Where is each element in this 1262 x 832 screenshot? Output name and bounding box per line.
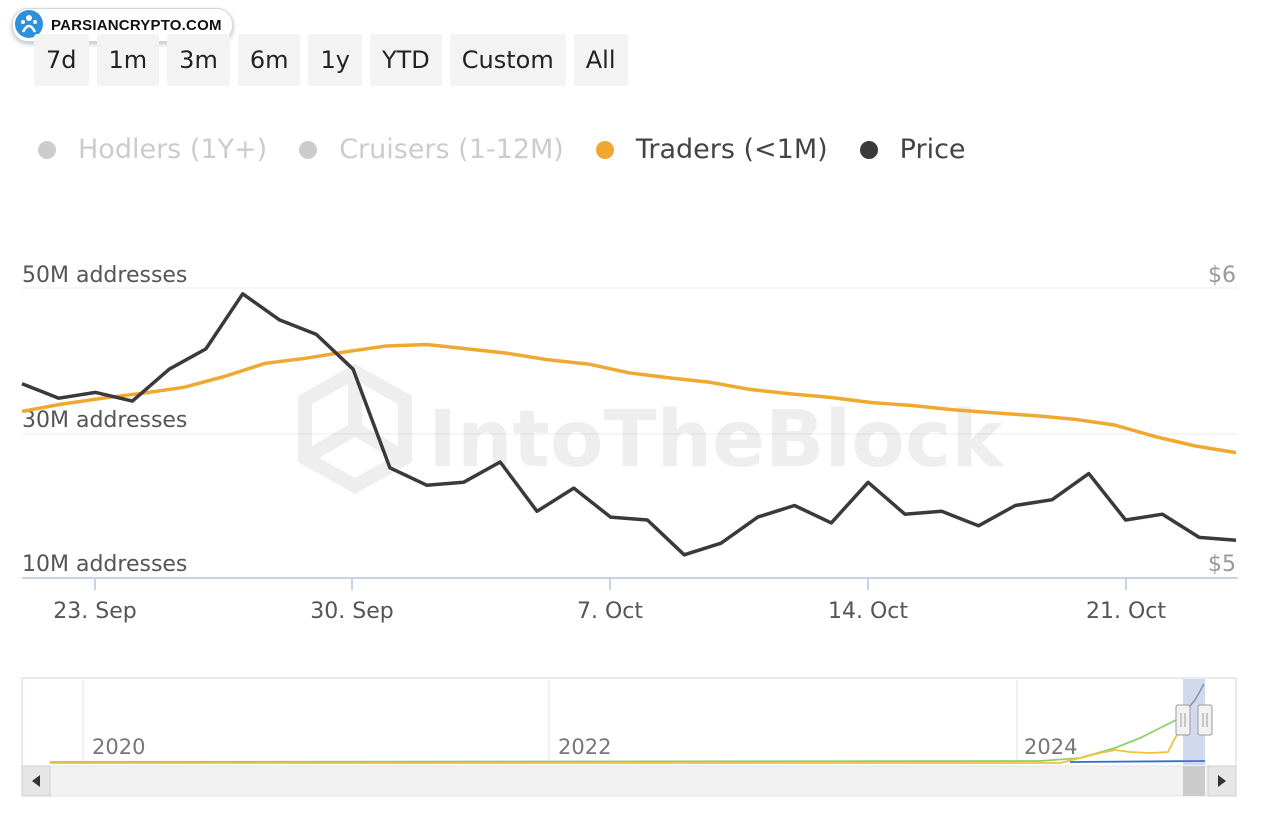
navigator-series-cruisers (1069, 760, 1206, 763)
navigator-series-hodlers (49, 717, 1181, 763)
range-button-7d[interactable]: 7d (34, 34, 89, 86)
legend-item-hodlers[interactable]: Hodlers (1Y+) (38, 134, 267, 165)
range-button-ytd[interactable]: YTD (369, 34, 442, 86)
legend-item-traders[interactable]: Traders (<1M) (595, 134, 828, 165)
range-selector: 7d 1m 3m 6m 1y YTD Custom All (34, 34, 628, 86)
navigator-handle-left-grip (1175, 704, 1191, 736)
navigator-year-2022: 2022 (558, 735, 611, 759)
legend-dot-hodlers (38, 140, 56, 159)
x-tick-label-14-oct: 14. Oct (828, 599, 908, 624)
legend-label-cruisers: Cruisers (1-12M) (339, 134, 564, 165)
x-axis: 23. Sep 30. Sep 7. Oct 14. Oct 21. Oct (53, 578, 1166, 624)
legend-label-price: Price (899, 134, 966, 165)
navigator-handle-right[interactable] (1197, 704, 1213, 736)
legend-dot-cruisers (299, 140, 318, 159)
legend-dot-traders (595, 140, 614, 159)
scrollbar-thumb[interactable] (1183, 766, 1205, 796)
arrow-left-icon (32, 775, 40, 787)
brand-logo-text: PARSIANCRYPTO.COM (51, 16, 222, 34)
brand-icon (15, 10, 43, 38)
navigator-series-traders (50, 727, 1183, 764)
range-button-all[interactable]: All (573, 34, 628, 86)
y2-tick-label-6: $6 (1208, 263, 1236, 288)
legend-item-cruisers[interactable]: Cruisers (1-12M) (299, 134, 564, 165)
legend-item-price[interactable]: Price (859, 134, 966, 165)
arrow-right-icon (1218, 775, 1226, 787)
range-button-3m[interactable]: 3m (167, 34, 230, 86)
navigator-handle-left[interactable] (1175, 704, 1191, 736)
y-tick-label-30m: 30M addresses (22, 408, 187, 433)
navigator-year-2020: 2020 (92, 735, 145, 759)
navigator-year-2024: 2024 (1024, 735, 1077, 759)
scrollbar[interactable] (21, 765, 1237, 797)
legend-dot-price (859, 140, 878, 159)
chart-legend: Hodlers (1Y+) Cruisers (1-12M) Traders (… (38, 134, 998, 165)
navigator-selection[interactable] (1183, 679, 1205, 765)
scrollbar-track[interactable] (21, 765, 1237, 797)
x-tick-label-23-sep: 23. Sep (53, 599, 136, 624)
x-tick-label-21-oct: 21. Oct (1086, 599, 1166, 624)
y-tick-label-10m: 10M addresses (22, 552, 187, 577)
legend-label-traders: Traders (<1M) (635, 134, 828, 165)
series-line-traders (21, 342, 1237, 455)
range-button-1m[interactable]: 1m (96, 34, 160, 86)
range-button-6m[interactable]: 6m (237, 34, 301, 86)
watermark: IntoTheBlock (298, 363, 1005, 495)
series-line-price (21, 292, 1237, 557)
x-tick-label-7-oct: 7. Oct (577, 599, 643, 624)
navigator-frame (21, 677, 1237, 767)
range-button-1y[interactable]: 1y (308, 34, 362, 86)
y-tick-label-50m: 50M addresses (22, 263, 187, 288)
navigator[interactable]: 2020 2022 2024 (21, 677, 1237, 767)
watermark-text: IntoTheBlock (428, 395, 1005, 485)
watermark-icon (298, 363, 412, 495)
x-tick-label-30-sep: 30. Sep (310, 599, 393, 624)
range-button-custom[interactable]: Custom (449, 34, 566, 86)
legend-label-hodlers: Hodlers (1Y+) (78, 134, 268, 165)
navigator-handle-right-grip (1197, 704, 1213, 736)
y2-tick-label-5: $5 (1208, 552, 1236, 577)
